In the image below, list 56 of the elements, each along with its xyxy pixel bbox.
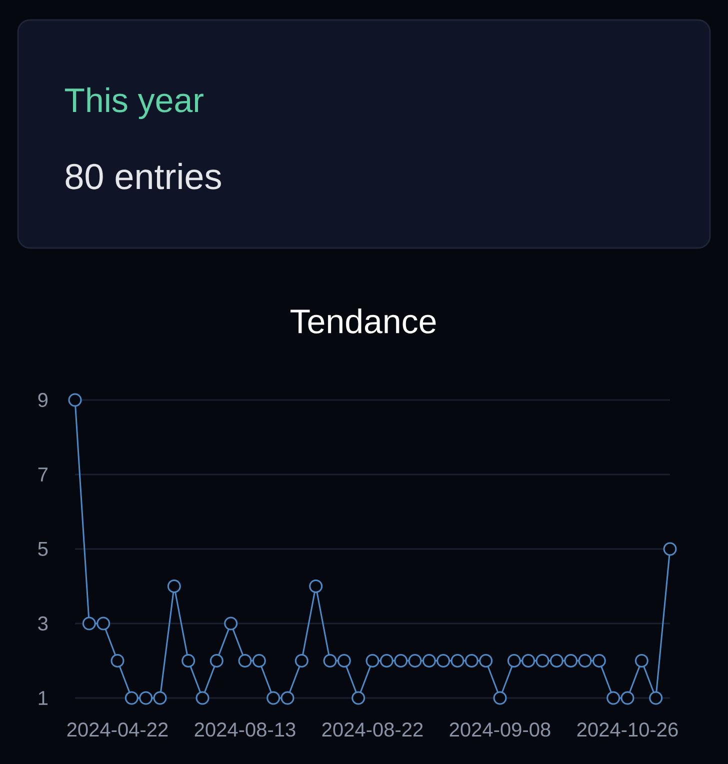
x-tick-label: 2024-10-26	[577, 722, 678, 737]
point	[124, 691, 138, 705]
x-tick-label: 2024-04-22	[67, 722, 168, 737]
point	[550, 654, 564, 668]
point	[139, 691, 153, 705]
point	[578, 654, 592, 668]
point	[266, 691, 280, 705]
point	[68, 393, 82, 407]
point	[536, 654, 550, 668]
y-tick-label: 9	[38, 392, 48, 408]
y-tick-label: 1	[38, 691, 48, 705]
point	[634, 654, 648, 668]
text: 80 entries	[66, 162, 221, 190]
point	[464, 654, 478, 668]
y-tick-label: 7	[38, 468, 48, 482]
point	[394, 654, 408, 668]
x-tick-label: 2024-09-08	[450, 722, 550, 737]
point	[352, 691, 366, 705]
point	[620, 691, 634, 705]
point	[294, 654, 308, 668]
point	[522, 654, 536, 668]
point	[252, 654, 266, 668]
point	[564, 654, 578, 668]
y-tick-label: 3	[38, 616, 48, 631]
point	[196, 691, 210, 705]
point	[238, 654, 252, 668]
point	[380, 654, 394, 668]
point	[436, 654, 450, 668]
point	[153, 691, 167, 705]
point	[309, 579, 323, 593]
point	[96, 616, 110, 630]
point	[337, 654, 351, 668]
point	[592, 654, 606, 668]
point	[224, 616, 238, 630]
point	[507, 654, 521, 668]
text: This year	[64, 87, 204, 120]
point	[450, 654, 464, 668]
point	[422, 654, 436, 668]
chart-title: Tendance	[290, 308, 436, 334]
point	[182, 654, 196, 668]
point	[167, 579, 181, 593]
point	[408, 654, 422, 668]
point	[663, 542, 677, 556]
point	[366, 654, 380, 668]
point	[479, 654, 493, 668]
x-tick-label: 2024-08-13	[194, 722, 296, 737]
point	[606, 691, 620, 705]
point	[210, 654, 224, 668]
point	[110, 654, 124, 668]
point	[82, 616, 96, 630]
x-tick-label: 2024-08-22	[322, 722, 423, 737]
point	[649, 691, 663, 705]
y-tick-label: 5	[38, 542, 48, 556]
point	[323, 654, 337, 668]
point	[493, 691, 507, 705]
point	[280, 691, 294, 705]
